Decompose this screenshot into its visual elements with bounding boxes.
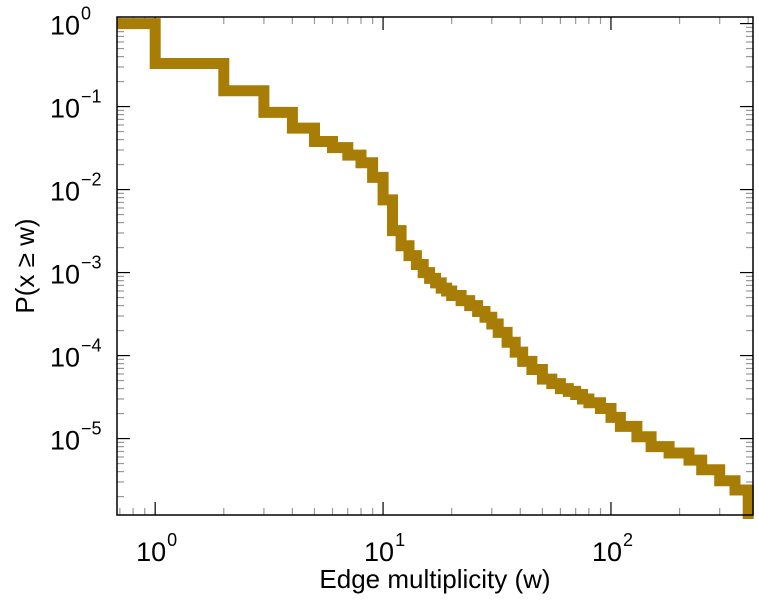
y-tick-base: 10	[50, 426, 80, 456]
y-tick-exponent: −3	[81, 253, 102, 273]
y-tick-base: 10	[50, 94, 80, 124]
x-tick-base: 10	[592, 537, 622, 567]
ccdf-step-line	[117, 18, 754, 519]
x-tick-labels: 10 0 10 1 10 2	[136, 530, 633, 567]
y-tick-label: 10 −4	[50, 336, 102, 373]
x-tick-base: 10	[136, 537, 166, 567]
x-axis-label: Edge multiplicity (w)	[319, 564, 550, 594]
x-tick-label: 10 1	[364, 530, 405, 567]
y-tick-exponent: −2	[81, 170, 102, 190]
x-tick-exponent: 2	[623, 530, 633, 550]
y-tick-label: 10 −3	[50, 253, 102, 290]
y-tick-base: 10	[50, 343, 80, 373]
y-tick-exponent: −1	[81, 87, 102, 107]
x-tick-exponent: 0	[167, 530, 177, 550]
major-ticks	[117, 17, 753, 515]
minor-ticks	[117, 17, 753, 515]
y-tick-exponent: −4	[81, 336, 102, 356]
x-tick-exponent: 1	[395, 530, 405, 550]
y-tick-label: 10 −1	[50, 87, 102, 124]
plot-frame	[116, 16, 754, 516]
y-tick-label: 10 −2	[50, 170, 102, 207]
x-tick-label: 10 2	[592, 530, 633, 567]
y-tick-base: 10	[50, 177, 80, 207]
y-tick-base: 10	[50, 260, 80, 290]
y-tick-exponent: 0	[81, 4, 91, 24]
series-layer	[117, 18, 754, 519]
y-tick-exponent: −5	[81, 419, 102, 439]
y-tick-base: 10	[50, 11, 80, 41]
y-tick-label: 10 −5	[50, 419, 102, 456]
y-tick-label: 10 0	[50, 4, 91, 41]
x-tick-label: 10 0	[136, 530, 177, 567]
y-axis-label: P(x ≥ w)	[10, 218, 40, 313]
x-tick-base: 10	[364, 537, 394, 567]
